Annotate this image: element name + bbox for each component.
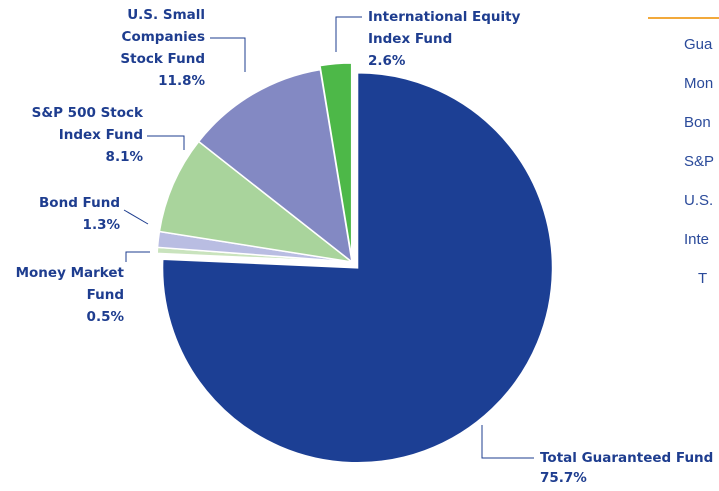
slice-label: Index Fund <box>368 31 452 47</box>
pie-slice <box>158 140 355 264</box>
slice-label: Total Guaranteed Fund <box>540 450 713 466</box>
leader-line <box>210 37 246 72</box>
leader-line <box>481 425 534 459</box>
slice-value-label: 0.5% <box>87 309 125 325</box>
legend-item: Bon <box>684 114 711 131</box>
slice-label: Stock Fund <box>120 51 205 67</box>
legend-item: Mon <box>684 75 713 92</box>
slice-value-label: 8.1% <box>106 149 144 165</box>
legend-item: S&P <box>684 153 714 170</box>
slice-label: Bond Fund <box>39 195 120 211</box>
pie-slice <box>319 62 353 259</box>
slice-value-label: 11.8% <box>158 73 205 89</box>
slice-label: Companies <box>122 29 205 45</box>
slice-value-label: 1.3% <box>83 217 121 233</box>
slice-label: International Equity <box>368 9 521 25</box>
slice-label: U.S. Small <box>127 7 205 23</box>
slice-label: Index Fund <box>59 127 143 143</box>
leader-line <box>123 209 149 225</box>
leader-line <box>335 16 362 52</box>
leader-line <box>125 251 150 262</box>
legend-item: U.S. <box>684 192 713 209</box>
legend-item: Inte <box>684 231 709 248</box>
slice-value-label: 2.6% <box>368 53 406 69</box>
legend-item: T <box>698 270 707 287</box>
legend-item: Gua <box>684 36 713 53</box>
slice-label: S&P 500 Stock <box>32 105 144 121</box>
leader-line <box>147 135 185 150</box>
slice-value-label: 75.7% <box>540 470 587 486</box>
slice-label: Fund <box>87 287 124 303</box>
pie-slice <box>161 72 554 464</box>
slice-label: Money Market <box>16 265 125 281</box>
pie-slice <box>197 68 354 264</box>
